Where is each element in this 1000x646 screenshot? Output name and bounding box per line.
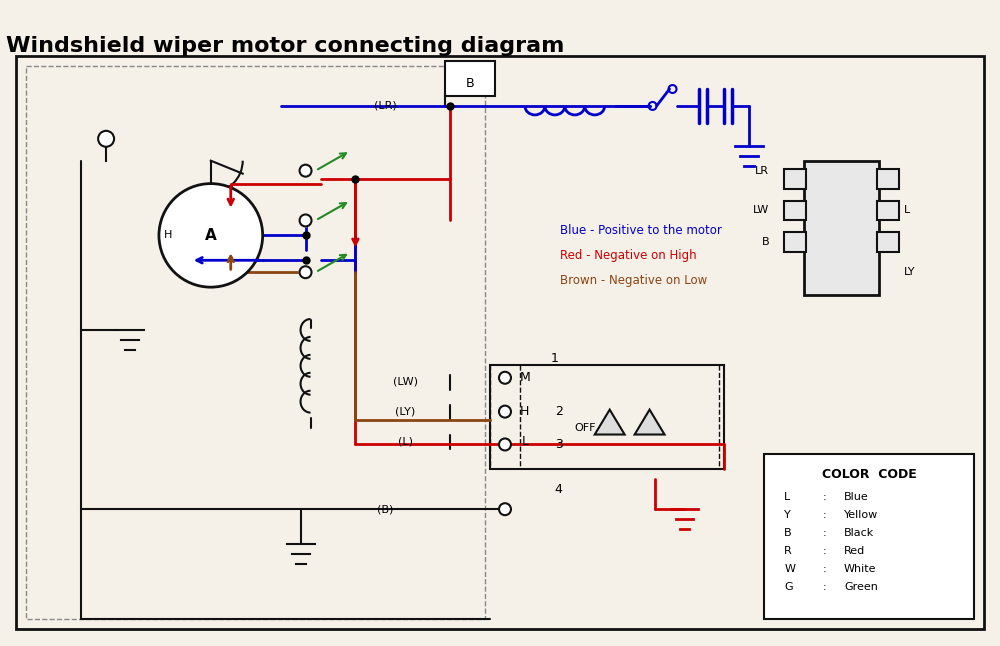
Text: G: G [784,582,793,592]
Bar [784,200,806,220]
Text: R: R [784,546,792,556]
Text: :: : [822,492,826,502]
Circle shape [300,266,312,278]
Bar [804,161,879,295]
Bar [490,365,724,470]
Text: :: : [822,510,826,520]
Text: (LR): (LR) [374,101,397,111]
Bar [784,233,806,253]
Circle shape [499,406,511,417]
Text: A: A [205,228,217,243]
Circle shape [159,183,263,287]
Text: LW: LW [753,205,769,216]
Circle shape [300,214,312,226]
Text: LR: LR [755,165,769,176]
Text: White: White [844,564,877,574]
Text: Y: Y [784,510,791,520]
Circle shape [98,131,114,147]
Polygon shape [635,410,665,435]
Text: H: H [520,405,530,418]
Text: Red: Red [844,546,865,556]
Text: (LY): (LY) [395,406,415,417]
Text: :: : [822,582,826,592]
Text: 2: 2 [555,405,563,418]
Bar [445,61,495,96]
Text: (LW): (LW) [393,377,418,387]
Bar [26,66,485,619]
Text: (L): (L) [398,437,413,446]
Text: 3: 3 [555,438,563,451]
Circle shape [499,439,511,450]
Text: OFF: OFF [574,422,596,433]
Bar [16,56,984,629]
Text: 1: 1 [551,352,559,365]
Text: B: B [762,237,769,247]
Text: :: : [822,546,826,556]
Circle shape [300,165,312,176]
Text: Red - Negative on High: Red - Negative on High [560,249,696,262]
Text: (B): (B) [377,504,394,514]
Text: L: L [784,492,790,502]
Bar [877,233,899,253]
Circle shape [499,503,511,515]
Text: Black: Black [844,528,874,538]
Bar [784,169,806,189]
Circle shape [499,372,511,384]
Text: L: L [521,435,528,448]
Text: W: W [784,564,795,574]
Text: B: B [784,528,792,538]
Text: :: : [822,564,826,574]
Text: L: L [904,205,910,216]
Bar [764,454,974,619]
Text: :: : [822,528,826,538]
Text: Blue: Blue [844,492,869,502]
Text: 4: 4 [555,483,563,495]
Text: Windshield wiper motor connecting diagram: Windshield wiper motor connecting diagra… [6,36,565,56]
Text: Brown - Negative on Low: Brown - Negative on Low [560,274,707,287]
Text: Yellow: Yellow [844,510,878,520]
Text: B: B [466,76,474,90]
Text: H: H [164,231,172,240]
Text: Blue - Positive to the motor: Blue - Positive to the motor [560,224,722,237]
Bar [877,200,899,220]
Text: LY: LY [904,267,915,277]
Text: COLOR  CODE: COLOR CODE [822,468,916,481]
Polygon shape [595,410,625,435]
Text: Green: Green [844,582,878,592]
Text: M: M [520,371,530,384]
Bar [877,169,899,189]
